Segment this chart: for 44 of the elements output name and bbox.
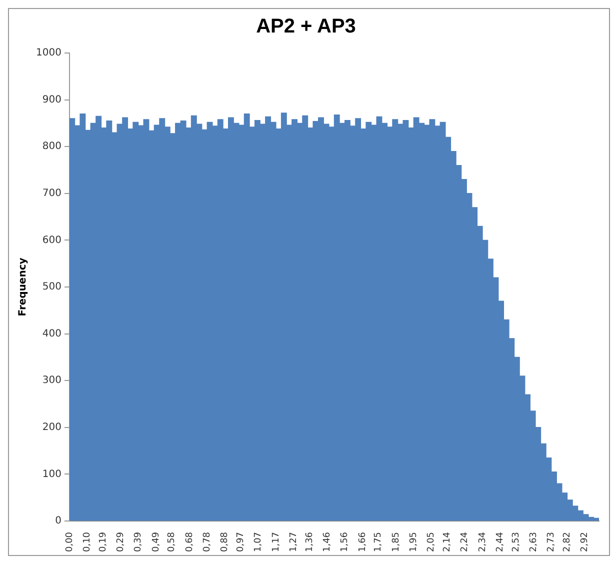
x-tick-label: 0,78 [202, 532, 212, 552]
x-tick-label: 1,95 [409, 532, 419, 552]
x-tick-label: 0,97 [236, 532, 246, 552]
x-tick-label: 2,53 [511, 532, 522, 552]
y-axis-title: Frequency [18, 257, 29, 316]
x-tick-label: 1,46 [322, 532, 333, 552]
x-tick-label: 2,73 [546, 532, 557, 552]
y-tick-label: 900 [42, 94, 62, 106]
x-tick-label: 1,27 [288, 532, 299, 552]
x-tick-label: 1,75 [374, 532, 384, 552]
x-tick-label: 2,82 [562, 532, 573, 552]
y-tick-label: 200 [42, 422, 62, 433]
x-tick-label: 0,00 [64, 532, 75, 552]
y-tick-label: 0 [55, 516, 62, 527]
y-tick-label: 1000 [36, 48, 62, 59]
y-tick-label: 100 [42, 468, 62, 480]
y-tick-label: 600 [42, 234, 62, 246]
x-tick-label: 1,07 [254, 532, 264, 552]
x-tick-label: 0,58 [167, 532, 178, 552]
x-tick-label: 0,49 [151, 532, 162, 552]
y-tick-label: 800 [42, 141, 62, 152]
x-tick-label: 0,19 [98, 532, 108, 552]
x-tick-label: 1,17 [271, 532, 282, 552]
x-tick-label: 0,88 [220, 532, 230, 552]
x-tick-label: 1,85 [391, 532, 402, 552]
x-tick-label: 2,05 [426, 532, 437, 552]
x-tick-label: 2,44 [495, 532, 506, 552]
x-tick-label: 2,24 [460, 532, 470, 552]
x-tick-label: 0,68 [184, 532, 195, 552]
x-tick-label: 1,36 [304, 532, 315, 552]
y-tick-label: 300 [42, 375, 62, 386]
x-tick-label: 0,29 [116, 532, 126, 552]
x-tick-label: 0,39 [134, 532, 144, 552]
x-tick-label: 1,56 [340, 532, 350, 552]
y-tick-label: 400 [42, 328, 62, 340]
x-tick-label: 2,14 [442, 532, 453, 552]
x-tick-label: 2,63 [529, 532, 540, 552]
x-tick-label: 1,66 [358, 532, 368, 552]
y-tick-label: 700 [42, 188, 62, 199]
chart-title: AP2 + AP3 [256, 16, 356, 38]
x-tick-label: 2,92 [580, 532, 590, 552]
x-tick-label: 0,10 [82, 532, 92, 552]
y-tick-label: 500 [42, 282, 62, 293]
x-tick-label: 2,34 [478, 532, 488, 552]
